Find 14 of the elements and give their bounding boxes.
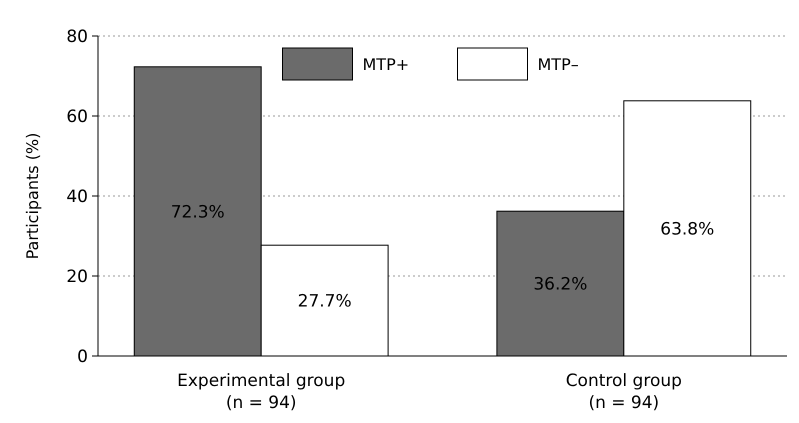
y-tick-label: 80 [66, 27, 88, 47]
y-tick-label: 40 [66, 187, 88, 207]
legend-label: MTP– [538, 55, 579, 74]
data-label: 72.3% [170, 202, 225, 222]
y-axis-title: Participants (%) [23, 132, 42, 260]
y-tick-label: 0 [77, 347, 88, 367]
x-tick-label: Control group (n = 94) [566, 371, 682, 413]
data-label: 63.8% [660, 219, 714, 240]
y-tick-label: 20 [66, 267, 88, 287]
data-label: 27.7% [298, 292, 352, 312]
y-tick-label: 60 [66, 107, 88, 127]
x-tick-label: Experimental group (n = 94) [177, 371, 346, 413]
legend-label: MTP+ [362, 55, 410, 74]
data-label: 36.2% [533, 274, 588, 295]
